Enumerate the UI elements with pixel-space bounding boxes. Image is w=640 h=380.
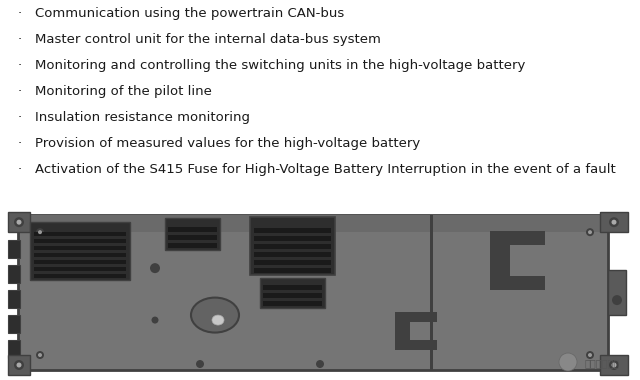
Text: ·: · [18,111,22,124]
Text: ·: · [18,137,22,150]
Bar [34,274,126,278]
Bar [254,260,331,265]
Ellipse shape [150,263,160,273]
Bar [254,244,331,249]
Text: Activation of the S415 Fuse for High-Voltage Battery Interruption in the event o: Activation of the S415 Fuse for High-Vol… [35,163,616,176]
Ellipse shape [152,317,159,323]
Ellipse shape [38,230,42,234]
Ellipse shape [212,315,224,325]
Bar [254,252,331,257]
Ellipse shape [17,363,22,367]
Bar [490,231,545,245]
Ellipse shape [36,351,44,359]
Bar [8,315,20,333]
Bar [34,260,126,264]
Ellipse shape [316,360,324,368]
Bar [34,232,126,236]
Ellipse shape [609,360,619,370]
Bar [490,240,510,285]
Text: ·: · [18,163,22,176]
Ellipse shape [611,220,616,225]
Bar [165,218,220,250]
Bar [254,228,331,233]
Bar [30,222,130,280]
Ellipse shape [588,230,592,234]
Ellipse shape [14,217,24,227]
Ellipse shape [609,217,619,227]
Bar [18,215,608,370]
Bar [490,276,545,290]
Bar [168,243,217,248]
Bar [8,290,20,308]
Bar [168,227,217,232]
Text: Monitoring and controlling the switching units in the high-voltage battery: Monitoring and controlling the switching… [35,59,525,71]
Bar [260,278,325,308]
Bar [8,340,20,358]
Ellipse shape [38,353,42,357]
Ellipse shape [611,363,616,367]
Bar [8,355,30,375]
Text: Communication using the powertrain CAN-bus: Communication using the powertrain CAN-b… [35,6,344,20]
Bar [34,253,126,257]
Text: ·: · [18,59,22,71]
Ellipse shape [586,228,594,236]
Ellipse shape [612,295,622,305]
Text: ·: · [18,33,22,46]
Bar [168,235,217,240]
Text: ·: · [18,6,22,20]
Text: Provision of measured values for the high-voltage battery: Provision of measured values for the hig… [35,137,420,150]
Bar [600,355,628,375]
Bar [254,236,331,241]
Ellipse shape [36,228,44,236]
Bar [395,312,437,322]
Bar [608,270,626,315]
Ellipse shape [586,351,594,359]
Bar [600,212,628,232]
Bar [263,293,322,298]
Bar [8,212,30,232]
Text: Insulation resistance monitoring: Insulation resistance monitoring [35,111,250,124]
Text: 汽车电子设计: 汽车电子设计 [585,358,620,368]
Ellipse shape [14,360,24,370]
Ellipse shape [588,353,592,357]
Bar [263,301,322,306]
Bar [34,246,126,250]
Bar [18,215,608,232]
Text: Master control unit for the internal data-bus system: Master control unit for the internal dat… [35,33,381,46]
Bar [430,215,433,370]
Text: Monitoring of the pilot line: Monitoring of the pilot line [35,85,212,98]
Bar [250,217,335,275]
Bar [8,240,20,258]
Ellipse shape [559,353,577,371]
Text: ·: · [18,85,22,98]
Bar [34,239,126,243]
Bar [8,265,20,283]
Bar [395,340,437,350]
Bar [254,268,331,273]
Bar [34,267,126,271]
Ellipse shape [17,220,22,225]
Bar [395,317,410,345]
Ellipse shape [196,360,204,368]
Ellipse shape [191,298,239,332]
Bar [263,285,322,290]
